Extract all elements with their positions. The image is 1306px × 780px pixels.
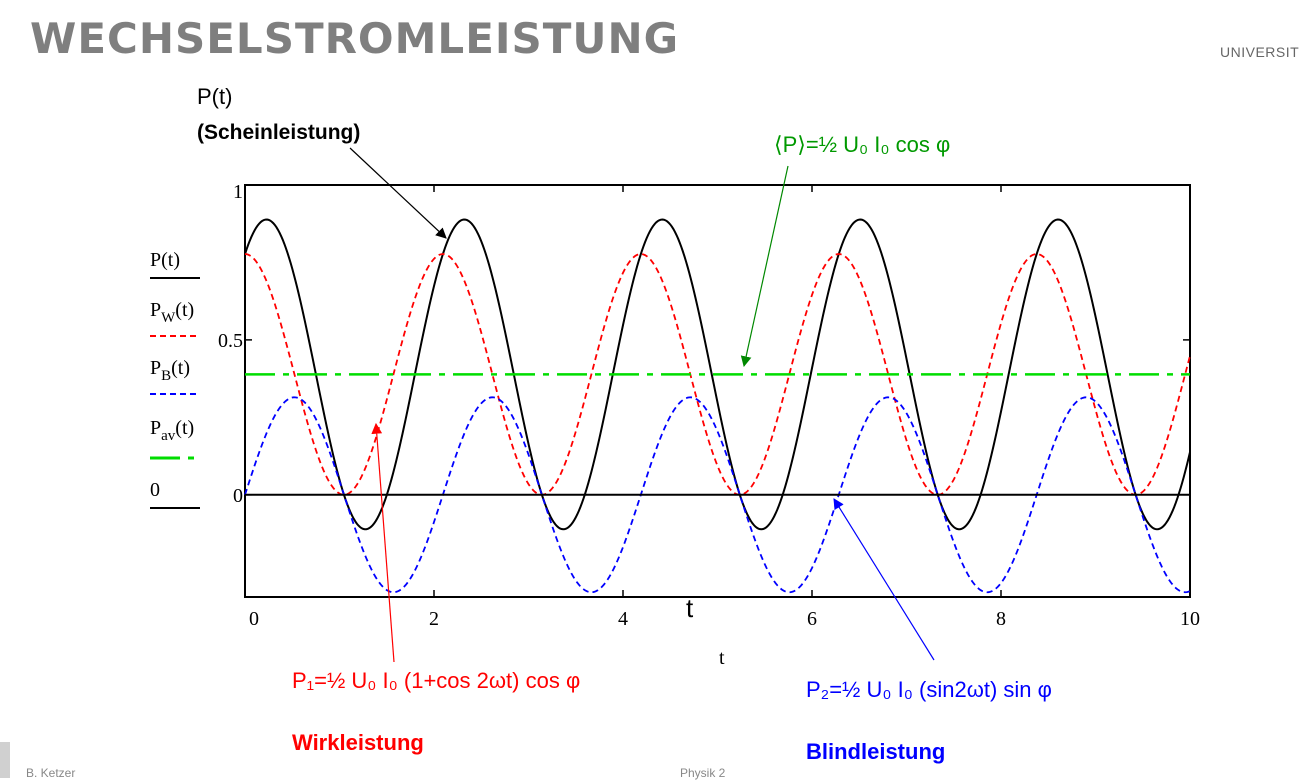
annotation-p1: P₁=½ U₀ I₀ (1+cos 2ωt) cos φ: [292, 668, 580, 693]
legend-label-zero: 0: [150, 479, 160, 501]
x-tick-label: 8: [996, 608, 1006, 630]
legend-label-pw: PW(t): [150, 299, 194, 326]
x-tick-label: 10: [1180, 608, 1200, 630]
x-tick-label: 6: [807, 608, 817, 630]
series-line-0: [244, 218, 1191, 531]
legend-label-pav: Pav(t): [150, 417, 194, 444]
arrow-wirkleistung: [371, 422, 395, 663]
annotation-p2: P₂=½ U₀ I₀ (sin2ωt) sin φ: [806, 677, 1052, 702]
annotation-wirkleistung: Wirkleistung: [292, 730, 424, 755]
annotation-blindleistung: Blindleistung: [806, 739, 945, 764]
x-tick-label: 2: [429, 608, 439, 630]
annotation-p-title: P(t): [197, 84, 232, 109]
arrow-average: [740, 165, 789, 368]
arrow-scheinleistung: [349, 147, 447, 239]
legend-label-pb: PB(t): [150, 357, 190, 384]
footer-course: Physik 2: [680, 766, 726, 780]
y-tick-label: 0.5: [218, 330, 243, 352]
y-tick-label: 1: [233, 181, 243, 203]
legend-label-p: P(t): [150, 249, 180, 271]
footer-author: B. Ketzer: [26, 766, 76, 780]
y-tick-label: 0: [233, 485, 243, 507]
axis-t-large: t: [686, 593, 694, 623]
x-tick-label: 0: [249, 608, 259, 630]
series-line-1: [244, 253, 1191, 496]
arrow-blindleistung: [833, 498, 935, 661]
x-axis-label: t: [719, 647, 725, 669]
x-tick-label: 4: [618, 608, 628, 630]
university-label: UNIVERSIT: [1220, 44, 1300, 60]
left-accent-bar: [0, 742, 10, 778]
annotation-average: ⟨P⟩=½ U₀ I₀ cos φ: [774, 132, 950, 157]
slide-title: WECHSELSTROMLEISTUNG: [30, 14, 680, 63]
annotation-p-sub: (Scheinleistung): [197, 121, 360, 144]
plot-frame: [244, 184, 1191, 598]
legend: P(t) PW(t) PB(t) Pav(t) 0: [150, 249, 200, 509]
